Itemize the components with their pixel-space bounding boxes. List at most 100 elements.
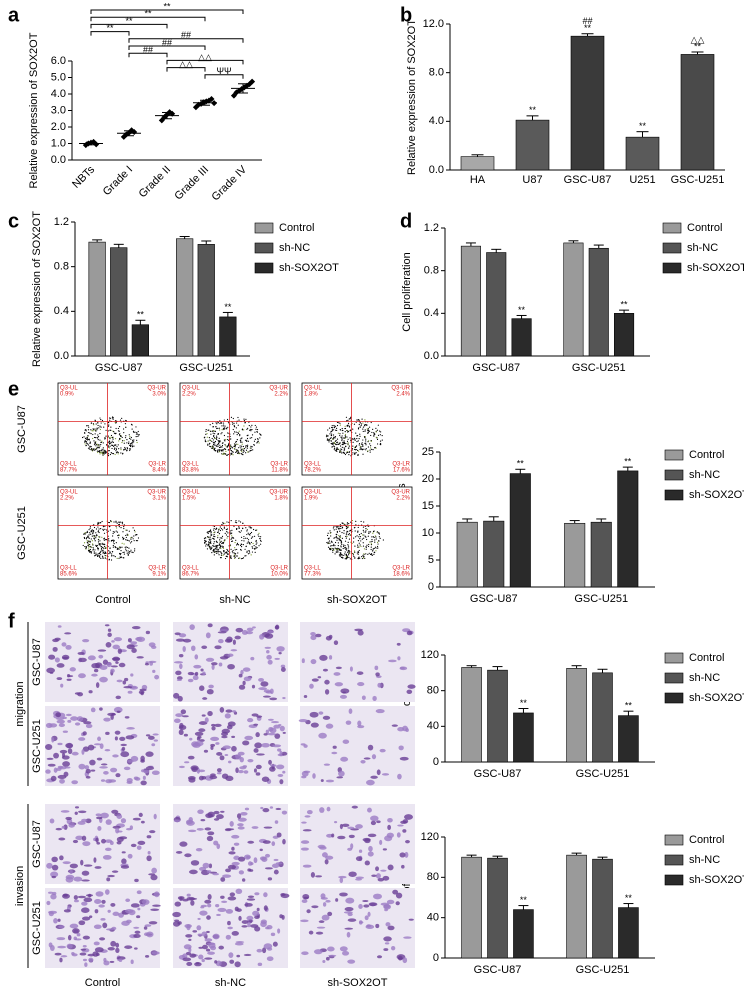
bracket [90, 16, 206, 22]
event-dot [133, 540, 135, 542]
cell [211, 726, 216, 731]
event-dot [104, 557, 106, 559]
event-dot [220, 557, 222, 559]
event-dot [366, 428, 368, 430]
cell [81, 749, 85, 755]
event-dot [358, 438, 360, 440]
event-dot [219, 420, 221, 422]
event-dot [131, 551, 133, 553]
event-dot [207, 531, 209, 533]
event-dot [112, 418, 114, 420]
event-dot [331, 443, 333, 445]
point [93, 141, 100, 148]
event-dot [212, 550, 214, 552]
event-dot [115, 520, 117, 522]
cell [252, 910, 260, 917]
cell [253, 857, 258, 864]
cell [150, 874, 158, 881]
cell [263, 733, 268, 736]
cell [272, 941, 278, 947]
event-dot [88, 426, 90, 428]
cell [140, 820, 145, 824]
event-dot [331, 425, 333, 427]
cell [345, 720, 352, 725]
event-dot [127, 553, 129, 556]
event-dot [127, 534, 129, 536]
event-dot [332, 527, 334, 529]
cell [356, 671, 364, 675]
event-dot [90, 447, 93, 450]
event-dot [242, 454, 244, 456]
cell [385, 922, 391, 927]
event-dot [237, 432, 240, 434]
cell [48, 911, 54, 917]
event-dot [217, 544, 219, 547]
event-dot [371, 431, 373, 434]
event-dot [238, 530, 240, 533]
event-dot [251, 424, 253, 426]
event-dot [381, 439, 383, 441]
cell [269, 806, 274, 809]
cell [280, 667, 286, 672]
cell [93, 924, 102, 930]
event-dot [87, 435, 89, 437]
event-dot [207, 545, 209, 547]
cell [327, 911, 333, 917]
cell [133, 776, 139, 780]
event-dot [363, 553, 365, 555]
event-dot [336, 534, 338, 536]
quadrant-name: Q3-UL [304, 386, 322, 392]
event-dot [109, 419, 111, 421]
cell [74, 899, 79, 903]
cell [65, 742, 74, 749]
quadrant-percent: 83.8% [182, 468, 200, 474]
cell [54, 657, 60, 663]
event-dot [332, 434, 335, 436]
bracket-label: △△ [179, 59, 193, 69]
cell [110, 767, 118, 773]
cell [95, 813, 102, 817]
event-dot [115, 452, 118, 454]
event-dot [361, 538, 363, 540]
cell [227, 663, 235, 670]
cell [142, 775, 146, 780]
cell [192, 930, 198, 933]
event-dot [245, 418, 247, 420]
cell [237, 826, 245, 830]
cell [53, 918, 58, 924]
event-dot [362, 557, 365, 559]
event-dot [113, 521, 115, 523]
event-dot [346, 523, 348, 525]
cell [151, 951, 160, 955]
cell [362, 899, 369, 903]
cell [137, 907, 141, 911]
event-dot [96, 534, 98, 536]
cell [252, 626, 256, 629]
event-dot [352, 445, 354, 447]
event-dot [345, 557, 347, 559]
cell [311, 678, 319, 682]
cell [185, 951, 192, 956]
event-dot [118, 557, 120, 559]
quadrant-name: Q3-LR [148, 462, 166, 468]
event-dot [129, 435, 131, 438]
y-tick-label: 40 [427, 720, 439, 732]
event-dot [210, 433, 212, 435]
cell [247, 921, 251, 928]
cell [65, 713, 72, 717]
event-dot [252, 449, 254, 451]
event-dot [109, 445, 111, 447]
cell [256, 907, 260, 912]
event-dot [245, 527, 247, 529]
event-dot [135, 540, 138, 542]
cell [95, 891, 104, 897]
event-dot [205, 545, 207, 547]
event-dot [119, 433, 121, 435]
event-dot [233, 433, 235, 435]
legend-label: sh-NC [689, 469, 720, 481]
cell [178, 653, 184, 658]
event-dot [102, 449, 104, 451]
event-dot [337, 528, 340, 530]
micrograph [300, 804, 415, 884]
event-dot [205, 430, 207, 432]
